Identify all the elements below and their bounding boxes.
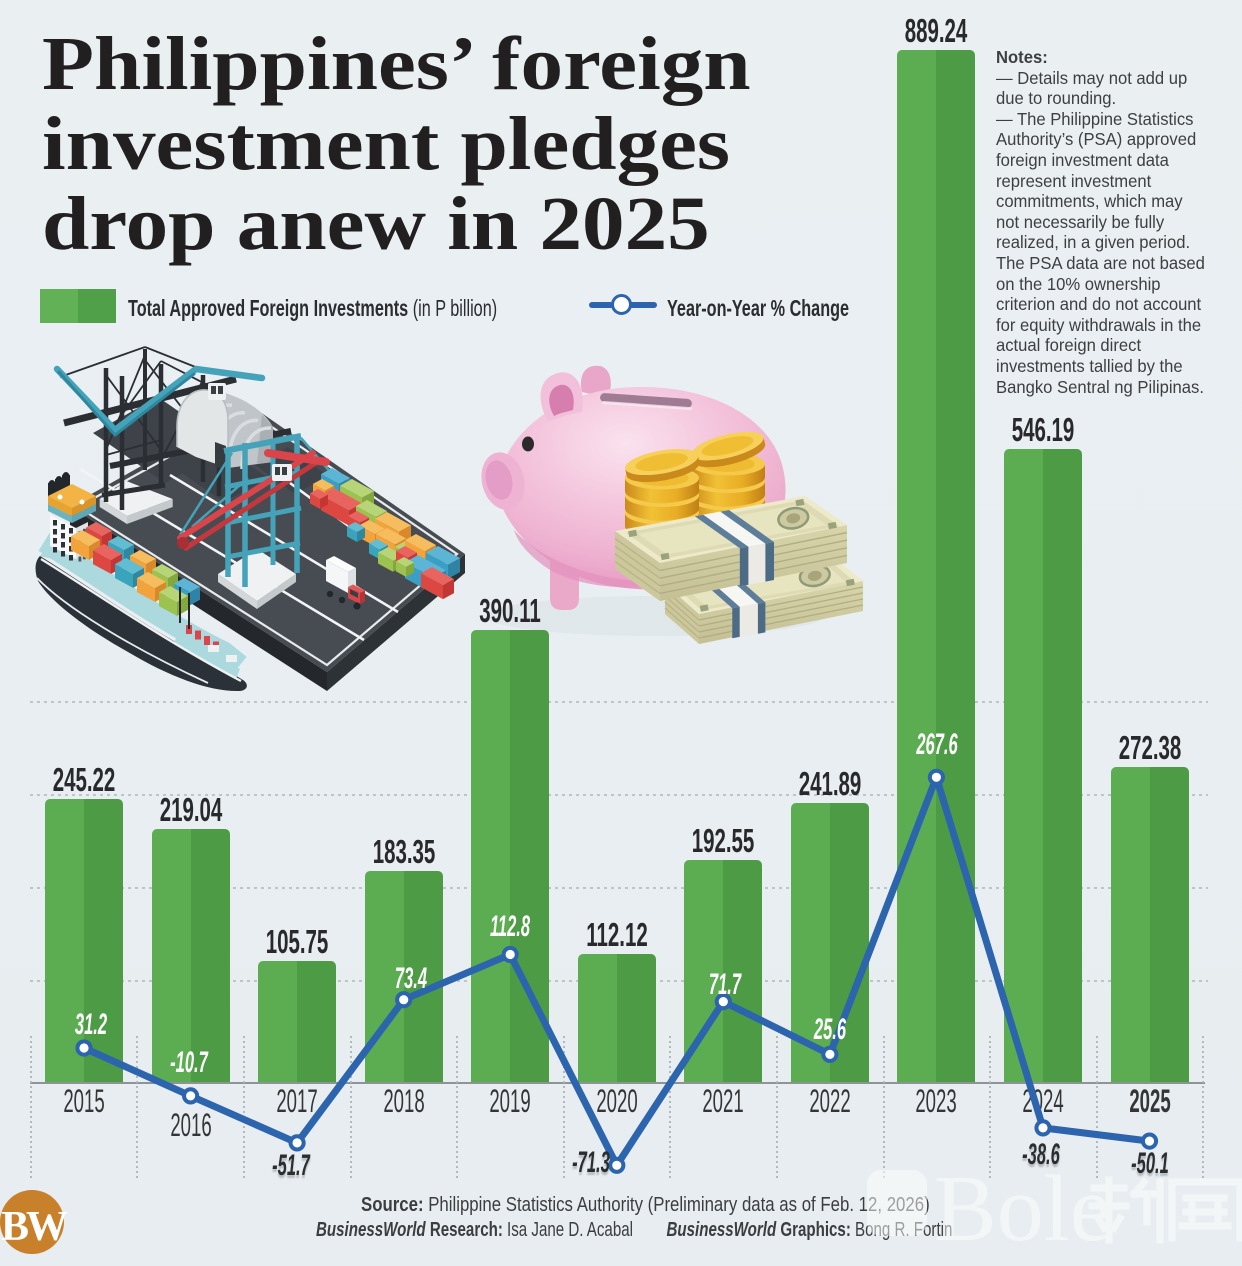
- svg-text:Bole: Bole: [934, 1160, 1112, 1261]
